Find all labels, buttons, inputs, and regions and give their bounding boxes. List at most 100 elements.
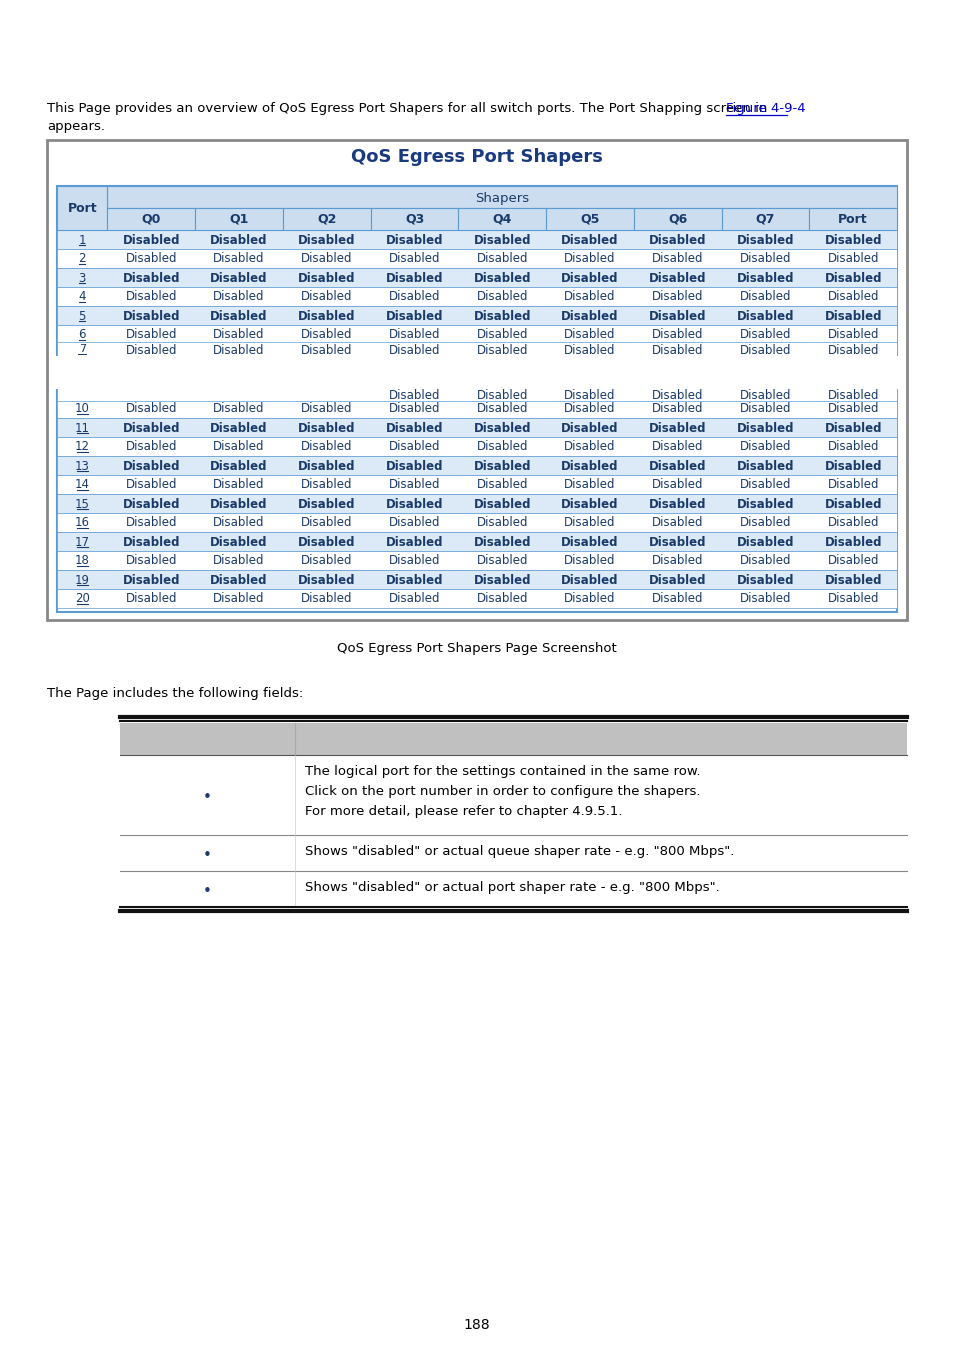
- Text: Disabled: Disabled: [301, 402, 353, 416]
- Text: Disabled: Disabled: [210, 421, 268, 435]
- Text: Disabled: Disabled: [213, 402, 265, 416]
- Text: •: •: [203, 884, 212, 899]
- Text: Disabled: Disabled: [126, 478, 177, 491]
- Text: Disabled: Disabled: [297, 421, 355, 435]
- Bar: [57, 248, 896, 269]
- Text: Disabled: Disabled: [476, 290, 527, 304]
- Text: 188: 188: [463, 1318, 490, 1332]
- Text: 1: 1: [78, 234, 86, 247]
- Text: Disabled: Disabled: [297, 536, 355, 548]
- Bar: [120, 755, 906, 836]
- Text: Disabled: Disabled: [736, 309, 793, 323]
- Text: Disabled: Disabled: [389, 252, 439, 266]
- Text: Disabled: Disabled: [823, 309, 881, 323]
- Text: Disabled: Disabled: [126, 290, 177, 304]
- Text: Disabled: Disabled: [210, 234, 268, 247]
- Text: Disabled: Disabled: [126, 328, 177, 342]
- Text: Disabled: Disabled: [651, 555, 702, 567]
- Text: Disabled: Disabled: [651, 478, 702, 491]
- Text: Disabled: Disabled: [213, 555, 265, 567]
- Text: Disabled: Disabled: [385, 271, 443, 285]
- Text: Disabled: Disabled: [122, 498, 180, 510]
- Text: Q5: Q5: [579, 213, 599, 225]
- Text: Disabled: Disabled: [563, 389, 615, 402]
- Text: Disabled: Disabled: [213, 478, 265, 491]
- Text: Disabled: Disabled: [648, 498, 705, 510]
- Text: Disabled: Disabled: [126, 344, 177, 356]
- Text: Disabled: Disabled: [297, 234, 355, 247]
- Text: •: •: [203, 848, 212, 863]
- Text: Disabled: Disabled: [739, 389, 790, 402]
- Text: Disabled: Disabled: [210, 309, 268, 323]
- Text: 11: 11: [74, 421, 90, 435]
- Text: Disabled: Disabled: [210, 271, 268, 285]
- Text: 10: 10: [74, 402, 90, 416]
- Text: Disabled: Disabled: [823, 536, 881, 548]
- Text: appears.: appears.: [47, 120, 105, 134]
- Text: Disabled: Disabled: [297, 498, 355, 510]
- Text: Disabled: Disabled: [389, 402, 439, 416]
- Text: Disabled: Disabled: [126, 252, 177, 266]
- Text: Disabled: Disabled: [122, 271, 180, 285]
- Text: Disabled: Disabled: [826, 478, 878, 491]
- Bar: [57, 570, 896, 589]
- Text: •: •: [203, 790, 212, 805]
- Text: Disabled: Disabled: [563, 440, 615, 454]
- Text: Disabled: Disabled: [739, 478, 790, 491]
- Text: Disabled: Disabled: [739, 290, 790, 304]
- Text: Disabled: Disabled: [213, 517, 265, 529]
- Text: Disabled: Disabled: [473, 498, 531, 510]
- Text: Disabled: Disabled: [301, 328, 353, 342]
- Text: Disabled: Disabled: [389, 290, 439, 304]
- Text: For more detail, please refer to chapter 4.9.5.1.: For more detail, please refer to chapter…: [305, 805, 622, 818]
- Bar: [55, 356, 898, 389]
- Text: Disabled: Disabled: [823, 459, 881, 472]
- Text: QoS Egress Port Shapers Page Screenshot: QoS Egress Port Shapers Page Screenshot: [336, 643, 617, 655]
- Text: The logical port for the settings contained in the same row.: The logical port for the settings contai…: [305, 765, 700, 778]
- Bar: [57, 475, 896, 494]
- Bar: [120, 871, 906, 907]
- Text: 19: 19: [74, 574, 90, 586]
- Text: Q0: Q0: [141, 213, 161, 225]
- Text: Disabled: Disabled: [563, 555, 615, 567]
- Text: Disabled: Disabled: [297, 309, 355, 323]
- Text: Disabled: Disabled: [560, 309, 618, 323]
- Text: Disabled: Disabled: [476, 389, 527, 402]
- Text: 4: 4: [78, 290, 86, 304]
- Text: Disabled: Disabled: [297, 271, 355, 285]
- Text: 12: 12: [74, 440, 90, 454]
- Text: Disabled: Disabled: [823, 574, 881, 586]
- Text: Disabled: Disabled: [651, 517, 702, 529]
- Text: Figure 4-9-4: Figure 4-9-4: [725, 103, 804, 115]
- Text: 15: 15: [74, 498, 90, 510]
- Text: Disabled: Disabled: [473, 309, 531, 323]
- Bar: [57, 437, 896, 456]
- Bar: [57, 494, 896, 513]
- Text: Disabled: Disabled: [826, 555, 878, 567]
- Text: Disabled: Disabled: [826, 593, 878, 606]
- Bar: [120, 836, 906, 871]
- Text: Disabled: Disabled: [826, 517, 878, 529]
- Text: 20: 20: [74, 593, 90, 606]
- Text: Disabled: Disabled: [736, 459, 793, 472]
- Text: Disabled: Disabled: [736, 574, 793, 586]
- Text: Disabled: Disabled: [560, 459, 618, 472]
- Text: Disabled: Disabled: [385, 498, 443, 510]
- Text: Disabled: Disabled: [126, 402, 177, 416]
- Text: Disabled: Disabled: [301, 517, 353, 529]
- Text: Disabled: Disabled: [122, 459, 180, 472]
- Text: 18: 18: [74, 555, 90, 567]
- Text: Disabled: Disabled: [213, 290, 265, 304]
- Text: Disabled: Disabled: [389, 328, 439, 342]
- Bar: [47, 140, 906, 620]
- Text: Shows "disabled" or actual queue shaper rate - e.g. "800 Mbps".: Shows "disabled" or actual queue shaper …: [305, 845, 734, 859]
- Text: Disabled: Disabled: [651, 252, 702, 266]
- Text: Disabled: Disabled: [648, 421, 705, 435]
- Text: Disabled: Disabled: [648, 234, 705, 247]
- Text: Disabled: Disabled: [560, 421, 618, 435]
- Bar: [633, 208, 720, 230]
- Text: Disabled: Disabled: [389, 389, 439, 402]
- Text: Port: Port: [838, 213, 867, 225]
- Text: Q3: Q3: [404, 213, 424, 225]
- Text: 5: 5: [78, 309, 86, 323]
